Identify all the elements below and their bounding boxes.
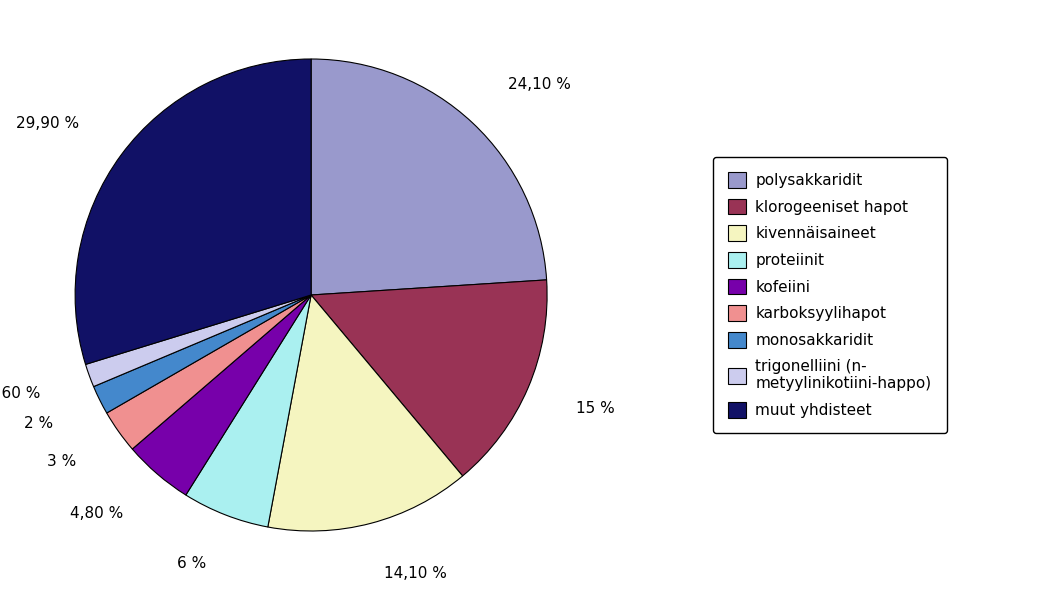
Text: 6 %: 6 % — [177, 556, 206, 571]
Wedge shape — [93, 295, 311, 413]
Wedge shape — [186, 295, 311, 527]
Wedge shape — [268, 295, 463, 531]
Text: 24,10 %: 24,10 % — [508, 77, 571, 93]
Text: 15 %: 15 % — [576, 401, 615, 416]
Text: 4,80 %: 4,80 % — [71, 506, 123, 521]
Legend: polysakkaridit, klorogeeniset hapot, kivennäisaineet, proteiinit, kofeiini, karb: polysakkaridit, klorogeeniset hapot, kiv… — [712, 157, 947, 433]
Text: 29,90 %: 29,90 % — [17, 116, 80, 132]
Wedge shape — [107, 295, 311, 449]
Wedge shape — [85, 295, 311, 386]
Wedge shape — [311, 59, 546, 295]
Text: 1,60 %: 1,60 % — [0, 386, 40, 401]
Wedge shape — [75, 59, 311, 365]
Text: 14,10 %: 14,10 % — [384, 566, 447, 581]
Text: 3 %: 3 % — [47, 454, 77, 469]
Text: 2 %: 2 % — [24, 415, 53, 431]
Wedge shape — [311, 280, 548, 476]
Wedge shape — [133, 295, 311, 495]
